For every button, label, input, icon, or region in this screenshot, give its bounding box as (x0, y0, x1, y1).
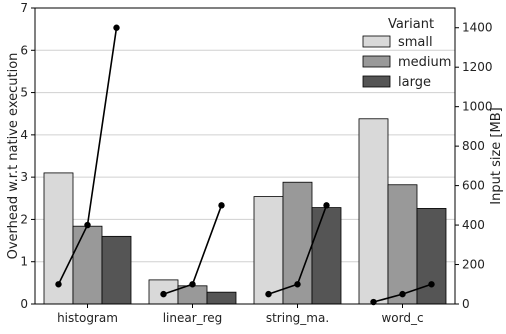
y2-tick-label: 0 (462, 297, 470, 311)
input-size-point (113, 24, 120, 31)
y2-tick-label: 200 (462, 258, 485, 272)
legend-swatch-medium (362, 55, 391, 68)
y-tick-label: 4 (20, 128, 28, 142)
y-tick-label: 3 (20, 170, 28, 184)
y-tick-label: 0 (20, 297, 28, 311)
bars (43, 118, 447, 305)
ticks: 0 1 2 3 4 5 6 7 0 200 400 600 800 1000 1200 1400 histogr… (20, 1, 492, 325)
legend-swatch-small (362, 35, 391, 48)
y2-tick-label: 600 (462, 179, 485, 193)
input-size-point (84, 221, 91, 229)
input-size-point (218, 202, 225, 209)
legend-swatch-large (362, 75, 391, 88)
input-size-point (428, 281, 435, 288)
x-tick-label: string_ma. (266, 311, 329, 325)
bar-small (358, 118, 389, 305)
bar-large (101, 235, 132, 305)
legend-title: Variant (388, 17, 434, 32)
y2-axis-label: Input size [MB] (489, 107, 504, 204)
input-size-point (323, 202, 330, 209)
input-size-point (399, 290, 406, 298)
bar-medium (72, 225, 103, 305)
input-size-point (160, 290, 167, 298)
y2-tick-label: 1000 (462, 100, 493, 114)
x-tick-label: word_c (381, 311, 423, 325)
y2-tick-label: 1400 (462, 21, 493, 35)
y-tick-label: 7 (20, 1, 28, 15)
input-size-lines (55, 24, 435, 306)
input-size-point (55, 281, 62, 288)
y-tick-label: 6 (20, 43, 28, 57)
y2-tick-label: 400 (462, 218, 485, 232)
y-axis-label: Overhead w.r.t native execution (6, 53, 21, 260)
y-tick-label: 5 (20, 86, 28, 100)
input-size-point (265, 290, 272, 298)
input-size-point (294, 281, 301, 288)
legend: Variant small medium large (362, 17, 451, 90)
y2-tick-label: 800 (462, 139, 485, 153)
y2-tick-label: 1200 (462, 60, 493, 74)
plot-frame (34, 7, 456, 305)
bar-small (253, 196, 284, 305)
bar-large (416, 208, 447, 305)
y-tick-label: 1 (20, 255, 28, 269)
input-size-point (189, 281, 196, 288)
x-tick-label: linear_reg (163, 311, 223, 325)
legend-label-small: small (398, 35, 433, 50)
bar-large (206, 291, 237, 305)
y-tick-label: 2 (20, 212, 28, 226)
legend-label-large: large (398, 75, 431, 90)
x-tick-label: histogram (57, 311, 118, 325)
bar-large (311, 207, 342, 305)
axes (34, 7, 456, 305)
bar-medium (387, 184, 418, 305)
legend-label-medium: medium (398, 55, 451, 70)
